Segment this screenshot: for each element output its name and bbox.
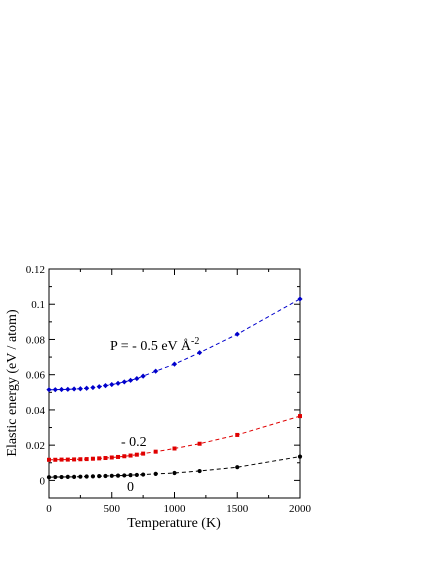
data-point	[65, 457, 70, 462]
series-label-p02: - 0.2	[121, 435, 147, 450]
y-tick-label: 0.12	[26, 264, 45, 276]
data-point	[97, 456, 102, 461]
data-point	[153, 368, 159, 374]
data-point	[140, 373, 146, 379]
data-point	[297, 296, 303, 302]
data-point	[47, 457, 51, 462]
series-line	[49, 415, 301, 461]
data-point	[172, 446, 177, 451]
plot-frame	[48, 268, 301, 499]
series-label-p05-main: P = - 0.5 eV Å	[110, 338, 192, 354]
data-point	[235, 465, 240, 470]
data-point	[116, 454, 121, 459]
data-point	[59, 474, 64, 480]
data-point	[115, 473, 121, 478]
data-point	[109, 455, 114, 460]
series-label-p05-sup: -2	[191, 336, 199, 347]
data-point	[90, 456, 95, 461]
data-point	[103, 456, 108, 461]
series-0	[46, 296, 303, 393]
data-point	[235, 432, 240, 437]
data-point	[53, 474, 58, 480]
y-tick-label: 0.1	[31, 299, 45, 311]
data-point	[197, 468, 202, 474]
x-axis-title: Temperature (K)	[127, 516, 221, 531]
data-point	[77, 386, 83, 392]
data-point	[172, 470, 177, 476]
data-point	[71, 386, 77, 392]
data-point	[78, 474, 83, 479]
y-tick-label: 0.04	[26, 405, 46, 417]
data-point	[128, 453, 133, 458]
data-point	[65, 474, 70, 479]
series-label-p0: 0	[127, 480, 134, 495]
data-point	[153, 471, 158, 476]
data-point	[72, 474, 77, 479]
data-point	[97, 474, 102, 479]
data-point	[90, 384, 96, 391]
data-point	[90, 474, 96, 479]
data-point	[65, 386, 71, 392]
data-point	[46, 387, 52, 393]
x-tick-label: 0	[46, 503, 52, 515]
x-tick-label: 1500	[226, 503, 249, 515]
x-tick-label: 500	[104, 503, 121, 515]
data-point	[197, 350, 203, 356]
series-label-p05: P = - 0.5 eV Å-2	[110, 336, 199, 354]
data-point	[96, 384, 102, 390]
data-point	[53, 457, 58, 462]
series-1	[47, 414, 302, 462]
y-tick-label: 0.08	[26, 334, 46, 346]
x-tick-label: 1000	[164, 503, 187, 515]
data-point	[297, 454, 303, 459]
x-tick-label: 2000	[289, 503, 312, 515]
data-point	[122, 473, 127, 478]
series-line	[48, 456, 301, 478]
y-tick-label: 0.02	[26, 440, 45, 452]
series-layer	[46, 296, 303, 480]
data-point	[52, 387, 58, 393]
series-2	[46, 454, 303, 480]
data-point	[134, 452, 139, 457]
data-point	[58, 386, 65, 393]
data-point	[109, 381, 115, 388]
data-point	[72, 457, 77, 462]
data-point	[128, 473, 133, 478]
data-point	[121, 379, 127, 385]
data-point	[171, 361, 178, 367]
data-point	[141, 472, 146, 477]
data-point	[46, 475, 52, 480]
data-point	[84, 385, 90, 391]
data-point	[84, 474, 89, 479]
data-point	[127, 377, 134, 383]
data-point	[134, 472, 139, 478]
data-point	[109, 473, 114, 478]
data-point	[102, 383, 109, 389]
data-point	[197, 441, 202, 446]
y-tick-label: 0.06	[26, 370, 46, 382]
data-point	[134, 375, 140, 382]
y-tick-label: 0	[40, 475, 46, 487]
data-point	[78, 457, 83, 462]
data-point	[298, 414, 302, 419]
data-point	[122, 454, 127, 459]
data-point	[234, 331, 240, 337]
data-point	[103, 473, 108, 479]
data-point	[153, 449, 158, 454]
y-axis-title: Elastic energy (eV / atom)	[5, 309, 20, 457]
data-point	[141, 451, 146, 456]
data-point	[115, 380, 121, 386]
data-point	[84, 457, 89, 462]
axis-ticks: 0 500 1000 1500 2000 0 0.02 0.04 0.06 0.08 0.1 0.12	[26, 264, 312, 515]
data-point	[59, 457, 64, 462]
